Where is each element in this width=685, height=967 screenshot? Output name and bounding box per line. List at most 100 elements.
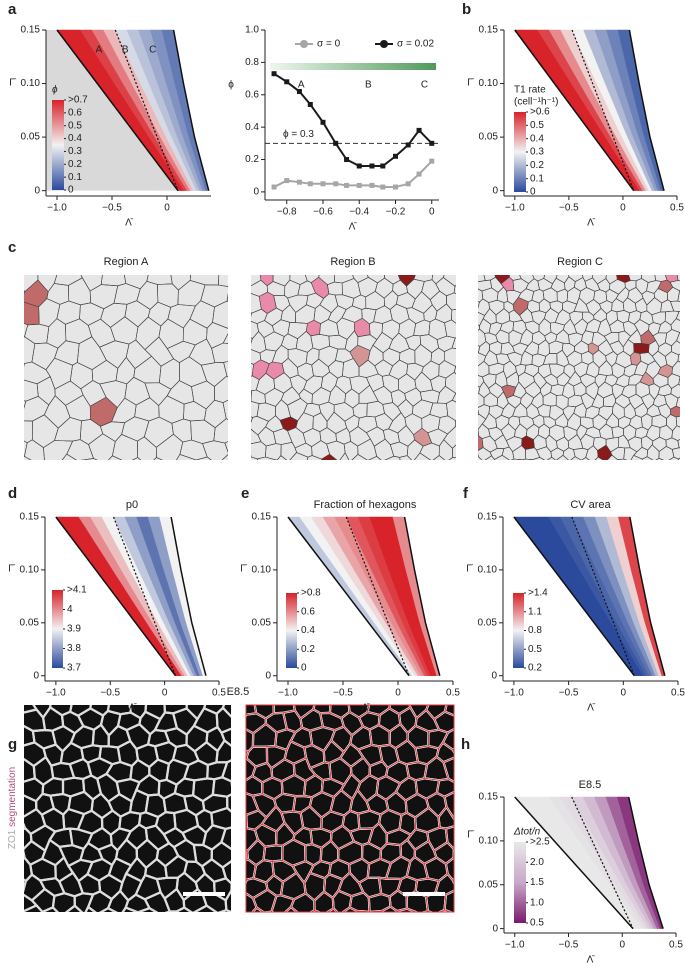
legend-label: σ = 0 (317, 39, 341, 50)
cell (641, 456, 654, 460)
overlay: segmentation (7, 767, 18, 827)
cell (225, 430, 245, 447)
cell (24, 362, 25, 367)
cell (265, 911, 274, 912)
cell (468, 254, 486, 268)
x-tick-label: 0 (429, 207, 435, 218)
cell (217, 909, 231, 912)
series-point (344, 157, 350, 163)
cell (233, 280, 250, 298)
colorbar-tick-label: 0.8 (528, 625, 542, 636)
cell (452, 879, 454, 884)
cell (510, 458, 523, 460)
cell (4, 680, 23, 699)
series-point (393, 184, 398, 190)
colorbar-tick-label: 0.5 (530, 918, 544, 929)
colorbar-tick-label: 0.5 (68, 120, 82, 131)
y-tick-label: 0.10 (252, 565, 272, 576)
cell (374, 466, 393, 485)
cell (0, 454, 11, 486)
colorbar-tick-label: >4.1 (67, 585, 87, 596)
cell (228, 265, 242, 286)
cell (228, 400, 243, 418)
cell (297, 469, 312, 487)
colorbar-tick-label: 0.2 (68, 159, 82, 170)
series-point (320, 181, 326, 187)
x-axis-label: Λ̄ (587, 703, 596, 714)
cell (617, 458, 628, 460)
legend-label: σ = 0.02 (397, 39, 434, 50)
cell (451, 878, 454, 886)
boundary-line (514, 29, 635, 192)
y-axis-label: Γ̄ (467, 78, 475, 89)
cell (461, 267, 478, 285)
x-axis-label: Λ̄ (362, 703, 371, 714)
cell (451, 337, 456, 349)
cell (444, 890, 454, 912)
series-point (296, 179, 302, 185)
y-axis-label: Γ̄ (240, 564, 248, 575)
colorbar-tick-label: 3.9 (67, 624, 81, 635)
transition-line (571, 29, 635, 191)
series-point (356, 182, 362, 188)
cell (461, 321, 478, 340)
x-tick-label: −0.5 (333, 688, 353, 699)
colorbar-tick-label: 0.1 (68, 172, 82, 183)
series-point (307, 181, 313, 187)
y-tick-label: 0.4 (245, 122, 259, 133)
cell (478, 453, 479, 458)
cell (250, 469, 267, 486)
colorbar (52, 590, 63, 668)
cell (513, 256, 527, 273)
region-title: Region C (557, 256, 603, 268)
colorbar-tick-label: 2.0 (530, 857, 544, 868)
cell (224, 889, 231, 912)
series-point (333, 181, 339, 187)
panel-label: d (8, 485, 17, 502)
y-tick-label: 0 (492, 923, 498, 934)
cell (295, 253, 312, 268)
cell (0, 300, 16, 323)
colorbar-tick-label: 0 (530, 187, 536, 198)
y-axis-label: Γ̄ (466, 564, 474, 575)
cell (622, 259, 637, 273)
threshold-label: ϕ = 0.3 (283, 129, 314, 140)
cell (310, 909, 320, 912)
cell (356, 910, 383, 912)
colorbar-tick-label: 1.5 (530, 877, 544, 888)
cell (453, 848, 454, 859)
cell (0, 692, 17, 715)
cell (280, 255, 296, 272)
cell (212, 300, 228, 329)
cell (459, 352, 473, 366)
cell (677, 438, 680, 449)
cell (321, 453, 338, 460)
transition-line (571, 796, 634, 929)
x-tick-label: 0 (395, 688, 401, 699)
series-point (271, 184, 277, 190)
region-strip (270, 63, 436, 70)
excluded-region (46, 30, 178, 191)
cell (67, 245, 90, 269)
cell (675, 415, 680, 428)
cell (676, 332, 680, 344)
cell (521, 458, 533, 460)
cell (220, 826, 231, 851)
series-point (284, 79, 290, 85)
colorbar-tick-label: 0.4 (301, 625, 315, 636)
boundary-line (627, 796, 664, 929)
image-bg (24, 275, 228, 460)
cell (41, 906, 59, 912)
cell (135, 676, 159, 699)
cell (677, 353, 680, 363)
cell (438, 469, 457, 484)
series-point (429, 140, 435, 146)
cell (226, 293, 228, 303)
colorbar-tick-label: 3.7 (67, 663, 81, 674)
y-tick-label: 0.15 (479, 25, 499, 36)
cell (24, 878, 28, 893)
x-axis-label: Λ̄ (125, 218, 134, 229)
cell (477, 259, 492, 271)
cell (537, 258, 551, 272)
boundary-line (514, 796, 634, 930)
